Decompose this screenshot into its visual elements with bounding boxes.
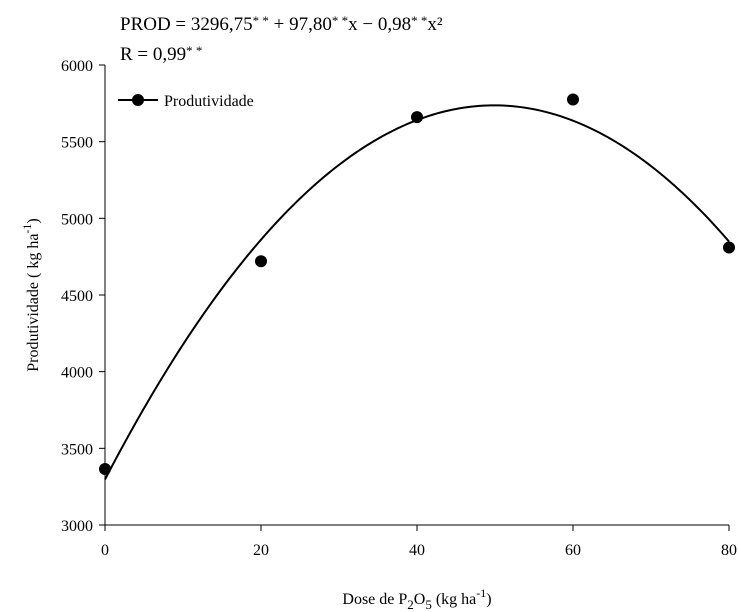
y-axis-label: Produtividade ( kg ha-1)	[20, 218, 42, 372]
data-points	[99, 93, 735, 476]
x-axis-label: Dose de P2O5 (kg ha-1)	[342, 586, 491, 612]
y-label-end: )	[25, 218, 42, 223]
x-ticks: 0 20 40 60 80	[101, 525, 737, 559]
legend-label: Produtividade	[164, 93, 254, 110]
x-tick-label: 20	[253, 542, 269, 559]
equation-sig-3: * *	[411, 13, 427, 28]
y-tick-label: 6000	[61, 58, 93, 75]
legend-marker	[132, 94, 144, 106]
y-tick-label: 4000	[61, 365, 93, 382]
correlation-coefficient: R = 0,99* *	[120, 43, 202, 65]
x-label-text: Dose de P	[342, 591, 407, 608]
y-tick-label: 3500	[61, 441, 93, 458]
y-ticks: 3000 3500 4000 4500 5000 5500 6000	[61, 58, 105, 535]
x-tick-label: 60	[565, 542, 581, 559]
x-tick-label: 0	[101, 542, 109, 559]
x-label-o: O	[414, 591, 426, 608]
x-tick-label: 40	[409, 542, 425, 559]
legend: Produtividade	[118, 93, 254, 110]
fit-curve	[104, 104, 730, 480]
y-label-sup: -1	[20, 224, 34, 234]
r-sig: * *	[186, 43, 202, 58]
equation-part-2: + 97,80	[269, 14, 332, 35]
data-point	[567, 93, 579, 106]
equation-sig-1: * *	[253, 13, 269, 28]
x-label-sup: -1	[476, 586, 486, 600]
equation-part-4: x²	[427, 14, 443, 35]
y-tick-label: 3000	[61, 518, 93, 535]
y-tick-label: 5500	[61, 135, 93, 152]
x-tick-label: 80	[721, 542, 737, 559]
x-label-end: )	[486, 591, 491, 608]
x-label-sub-1: 2	[407, 597, 414, 612]
y-tick-label: 4500	[61, 288, 93, 305]
equation-part-3: x − 0,98	[348, 14, 411, 35]
regression-equation: PROD = 3296,75* * + 97,80* *x − 0,98* *x…	[120, 13, 443, 35]
data-point	[255, 255, 267, 268]
equation-sig-2: * *	[332, 13, 348, 28]
x-label-unit: (kg ha	[432, 591, 476, 608]
x-label-sub-2: 5	[425, 597, 432, 612]
r-value: R = 0,99	[120, 44, 186, 65]
y-tick-label: 5000	[61, 211, 93, 228]
data-point	[723, 241, 735, 254]
equation-part-1: PROD = 3296,75	[120, 14, 253, 35]
data-point	[411, 111, 423, 124]
y-label-text: Produtividade ( kg ha	[25, 234, 42, 372]
data-point	[99, 463, 111, 476]
